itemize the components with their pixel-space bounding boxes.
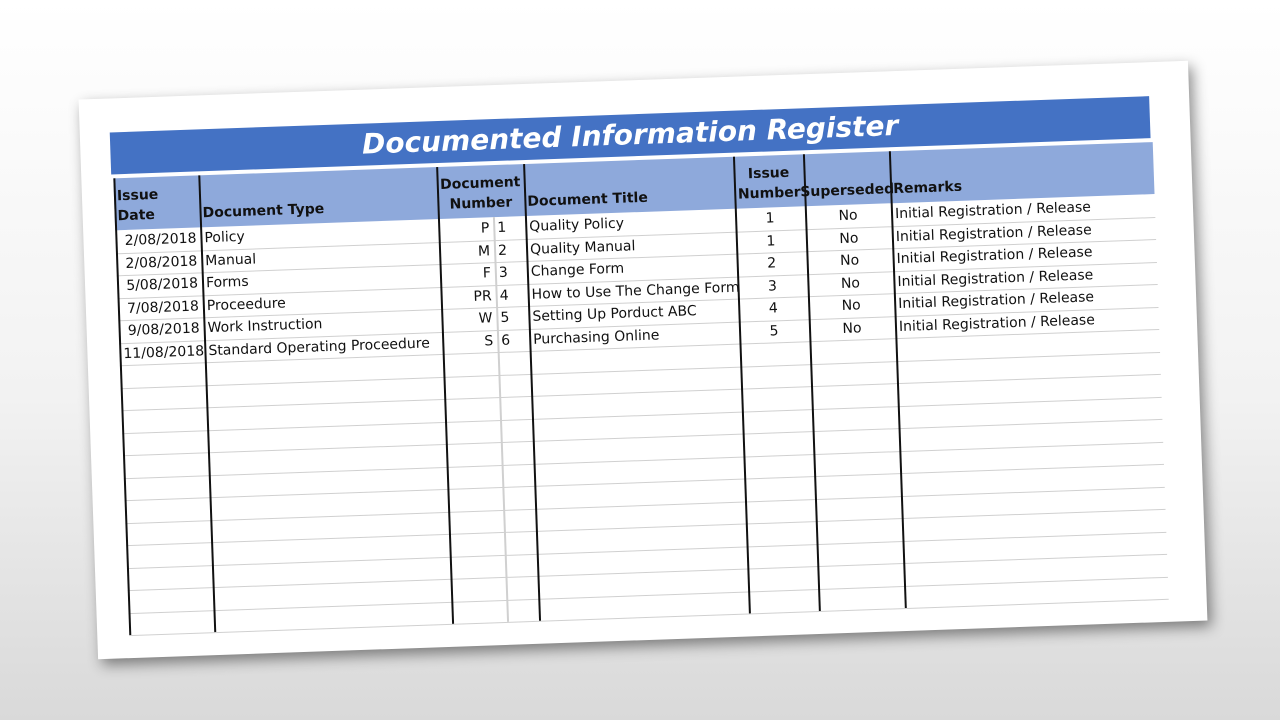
table-cell: 3 bbox=[767, 277, 778, 295]
row-line bbox=[123, 418, 1163, 457]
column-header: Issue Date bbox=[116, 186, 159, 225]
table-cell: PR bbox=[473, 287, 492, 305]
table-cell: No bbox=[841, 297, 862, 315]
table-cell: No bbox=[842, 319, 862, 337]
table-cell: No bbox=[838, 207, 858, 225]
table-cell: No bbox=[839, 252, 860, 270]
table-cell: 4 bbox=[499, 287, 509, 304]
column-header: Issue Number bbox=[737, 164, 801, 203]
row-line bbox=[129, 598, 1169, 637]
table-cell: M bbox=[477, 242, 491, 260]
table-cell: 4 bbox=[768, 300, 779, 317]
row-line bbox=[125, 486, 1165, 524]
table-cell: No bbox=[839, 229, 859, 247]
table-cell: 6 bbox=[500, 332, 511, 349]
row-line bbox=[128, 576, 1168, 614]
column-header: Document Type bbox=[202, 201, 325, 222]
table-cell: No bbox=[840, 274, 861, 292]
table-cell: 5 bbox=[500, 309, 510, 326]
table-cell: 5 bbox=[769, 322, 779, 340]
table-cell: 1 bbox=[497, 219, 507, 236]
table-cell: S bbox=[484, 332, 494, 350]
table-cell: 2 bbox=[766, 255, 777, 272]
table-cell: W bbox=[478, 310, 493, 327]
table-cell: 7/08/2018 bbox=[126, 297, 200, 317]
table-cell: F bbox=[482, 265, 492, 282]
table-cell: 5/08/2018 bbox=[126, 275, 199, 294]
row-line bbox=[121, 373, 1161, 412]
table-cell: 2/08/2018 bbox=[124, 230, 197, 250]
column-header: Document Title bbox=[527, 189, 649, 210]
row-line bbox=[122, 396, 1162, 434]
column-header: Document Number bbox=[439, 174, 521, 213]
column-header: Superseded bbox=[800, 181, 895, 201]
row-line bbox=[126, 531, 1167, 569]
table-cell: 3 bbox=[498, 264, 509, 281]
table-cell: 2/08/2018 bbox=[125, 253, 198, 272]
sheet: Documented Information Register Issue Da… bbox=[78, 60, 1208, 660]
table-cell: 2 bbox=[497, 242, 508, 259]
row-line bbox=[127, 553, 1168, 592]
row-line bbox=[124, 463, 1164, 502]
table: Issue Date Document Type Document Number Do… bbox=[79, 61, 1208, 659]
table-cell: 1 bbox=[766, 232, 776, 250]
row-line bbox=[126, 508, 1166, 547]
column-header: Remarks bbox=[892, 178, 963, 198]
table-cell: 1 bbox=[765, 210, 775, 227]
table-cell: 9/08/2018 bbox=[127, 320, 200, 339]
table-cell: 11/08/2018 bbox=[123, 342, 205, 362]
table-cell: P bbox=[480, 220, 490, 237]
row-line bbox=[123, 441, 1164, 479]
